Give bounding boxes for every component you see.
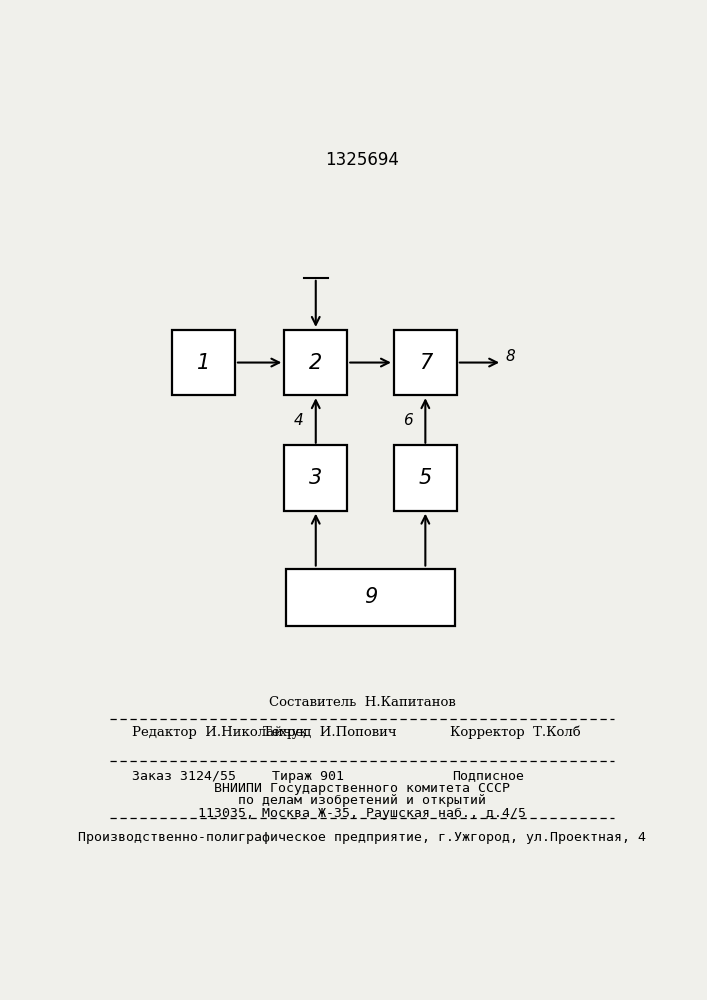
Text: 5: 5 bbox=[419, 468, 432, 488]
Text: Заказ 3124/55: Заказ 3124/55 bbox=[132, 770, 236, 783]
Bar bbox=[394, 445, 457, 511]
Text: 113035, Москва Ж-35, Раушская наб., д.4/5: 113035, Москва Ж-35, Раушская наб., д.4/… bbox=[199, 806, 526, 820]
Text: Тираж 901: Тираж 901 bbox=[271, 770, 344, 783]
Text: Редактор  И.Николайчук: Редактор И.Николайчук bbox=[132, 726, 308, 739]
Bar bbox=[172, 330, 235, 395]
Text: Производственно-полиграфическое предприятие, г.Ужгород, ул.Проектная, 4: Производственно-полиграфическое предприя… bbox=[78, 831, 646, 844]
Text: 1325694: 1325694 bbox=[325, 151, 399, 169]
Bar bbox=[284, 330, 347, 395]
Text: 7: 7 bbox=[419, 353, 432, 373]
Text: ВНИИПИ Государственного комитета СССР: ВНИИПИ Государственного комитета СССР bbox=[214, 782, 510, 795]
Text: 1: 1 bbox=[197, 353, 210, 373]
Text: 3: 3 bbox=[309, 468, 322, 488]
Text: 2: 2 bbox=[309, 353, 322, 373]
Text: Техред  И.Попович: Техред И.Попович bbox=[262, 726, 397, 739]
Text: Корректор  Т.Колб: Корректор Т.Колб bbox=[450, 725, 581, 739]
Text: Составитель  Н.Капитанов: Составитель Н.Капитанов bbox=[269, 696, 456, 709]
Bar bbox=[286, 569, 455, 626]
Bar bbox=[284, 445, 347, 511]
Text: 8: 8 bbox=[506, 349, 515, 364]
Text: 9: 9 bbox=[364, 587, 377, 607]
Text: 6: 6 bbox=[404, 413, 413, 428]
Text: по делам изобретений и открытий: по делам изобретений и открытий bbox=[238, 794, 486, 807]
Text: Подписное: Подписное bbox=[452, 770, 525, 783]
Bar bbox=[394, 330, 457, 395]
Text: 4: 4 bbox=[294, 413, 303, 428]
